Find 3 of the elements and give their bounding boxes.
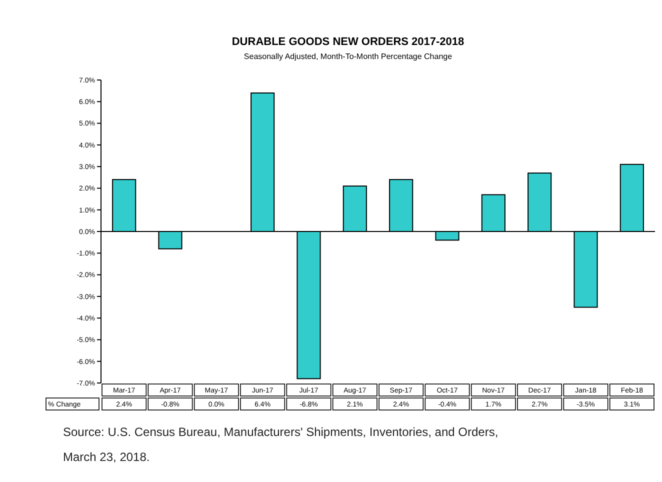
chart-subtitle: Seasonally Adjusted, Month-To-Month Percentage Change	[244, 52, 453, 61]
source-note: Source: U.S. Census Bureau, Manufacturers' Shipments, Inventories, and Orders, March 23, 2018.	[63, 425, 498, 464]
chart-title: DURABLE GOODS NEW ORDERS 2017-2018	[232, 36, 464, 48]
